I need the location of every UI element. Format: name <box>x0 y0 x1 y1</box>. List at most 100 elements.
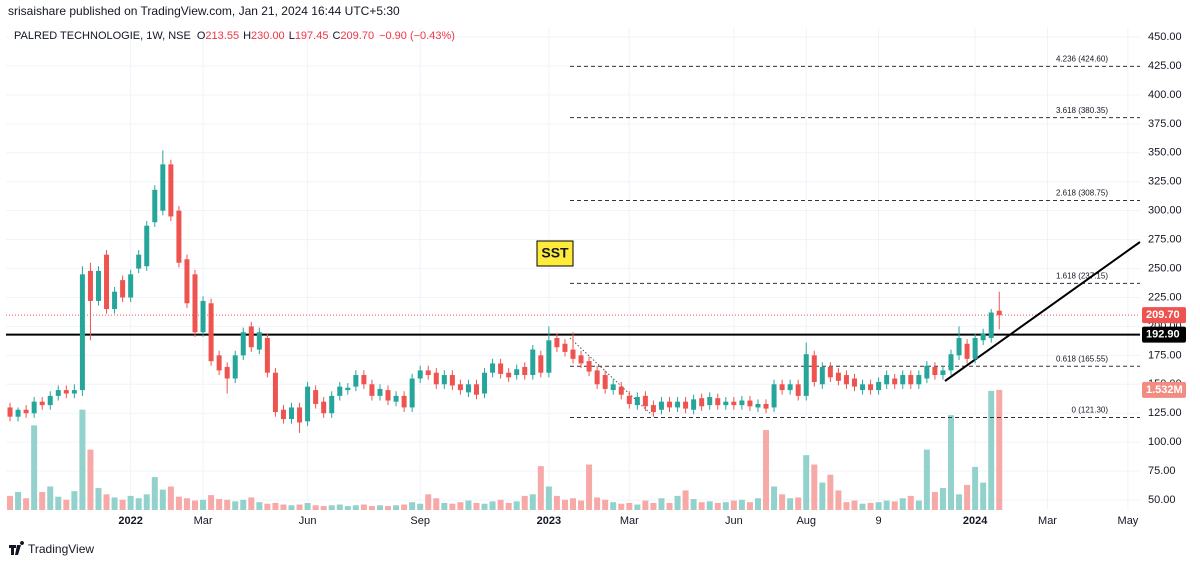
volume-bar <box>352 505 359 510</box>
brand-name: TradingView <box>28 542 94 556</box>
y-tick-label: 300.00 <box>1148 205 1182 217</box>
candle-body <box>55 390 61 396</box>
x-tick-label: Jun <box>299 515 317 527</box>
candle-body <box>658 401 664 410</box>
volume-bar <box>988 390 995 510</box>
volume-box <box>1142 381 1186 398</box>
legend: PALRED TECHNOLOGIE, 1W, NSE O213.55 H230.0… <box>14 30 455 42</box>
volume-bar <box>31 425 38 510</box>
brand-logo <box>9 540 25 555</box>
volume-bar <box>553 495 560 510</box>
volume-bar <box>698 502 705 510</box>
candle-body <box>95 270 101 301</box>
legend-value: 213.55 <box>205 30 239 42</box>
candle-body <box>369 384 375 396</box>
candle-body <box>401 395 407 408</box>
candle-body <box>851 378 857 387</box>
volume-bar <box>328 505 335 510</box>
candle-body <box>457 384 463 391</box>
candle-body <box>988 312 994 338</box>
candle-body <box>667 401 673 408</box>
candle-body <box>15 409 21 417</box>
volume-bar <box>626 502 633 510</box>
candle-body <box>514 369 520 376</box>
footer: TradingView <box>9 540 94 556</box>
candle-body <box>23 409 29 414</box>
candle-body <box>417 370 423 379</box>
volume-bar <box>972 466 979 510</box>
volume-bar <box>513 501 520 510</box>
candle-body <box>723 401 729 406</box>
volume-bar <box>135 498 142 510</box>
candle-body <box>120 280 126 298</box>
candle-body <box>393 395 399 402</box>
candle-body <box>321 401 327 414</box>
candle-body <box>441 375 447 385</box>
x-tick-label: 9 <box>876 515 882 527</box>
candle-body <box>128 274 134 298</box>
candle-body <box>996 310 1002 316</box>
candle-body <box>112 291 118 310</box>
volume-bar <box>996 389 1003 510</box>
volume-bar <box>256 502 263 510</box>
volume-bar <box>393 505 400 510</box>
last-price-box <box>1142 307 1186 324</box>
volume-bar <box>578 500 585 510</box>
volume-bar <box>232 501 239 510</box>
candle-body <box>948 354 954 371</box>
volume-bar <box>401 504 408 510</box>
candle-body <box>763 403 769 409</box>
volume-bar <box>385 506 392 510</box>
annotation-box <box>536 240 574 267</box>
volume-bar <box>730 500 737 510</box>
volume-bar <box>473 502 480 510</box>
volume-bar <box>545 486 552 510</box>
candle-body <box>522 366 528 376</box>
x-tick-label: Mar <box>620 515 639 527</box>
volume-bar <box>819 482 826 510</box>
volume-bar <box>449 503 456 510</box>
volume-bar <box>666 502 673 510</box>
volume-bar <box>87 449 94 510</box>
candle-body <box>683 401 689 409</box>
volume-bar <box>320 506 327 510</box>
volume-bar <box>529 494 536 510</box>
volume-bar <box>939 488 946 510</box>
volume-bar <box>409 502 416 510</box>
candle-body <box>289 407 295 420</box>
candle-body <box>184 259 190 304</box>
candle-body <box>779 384 785 391</box>
candle-body <box>104 254 110 310</box>
legend-change: −0.90 (−0.43%) <box>379 30 455 42</box>
volume-bar <box>103 494 110 510</box>
candle-body <box>803 354 809 396</box>
candle-body <box>280 409 286 420</box>
volume-bar <box>570 498 576 510</box>
volume-bar <box>915 500 922 510</box>
candle-body <box>377 388 383 396</box>
volume-bar <box>481 503 488 510</box>
volume-bar <box>594 497 601 510</box>
y-tick-label: 125.00 <box>1148 407 1182 419</box>
volume-bar <box>336 504 343 510</box>
candle-body <box>345 387 351 391</box>
volume-bar <box>23 498 30 510</box>
candle-body <box>498 363 504 374</box>
legend-line: PALRED TECHNOLOGIE, 1W, NSE O213.55 H230.0… <box>14 30 455 42</box>
volume-bar <box>931 491 938 510</box>
plot-front <box>7 150 1002 433</box>
y-tick-label: 100.00 <box>1148 436 1182 448</box>
volume-bar <box>964 484 971 510</box>
volume-text: 1.532M <box>1146 384 1183 396</box>
candle-body <box>7 407 13 417</box>
volume-bar <box>859 503 866 510</box>
volume-bar <box>843 502 850 510</box>
candle-body <box>87 270 93 301</box>
volume-bar <box>7 495 14 510</box>
candle-body <box>972 337 978 359</box>
candle-body <box>634 397 640 406</box>
y-tick-label: 275.00 <box>1148 234 1182 246</box>
dotted-trendline <box>569 337 653 416</box>
candle-body <box>650 405 656 413</box>
